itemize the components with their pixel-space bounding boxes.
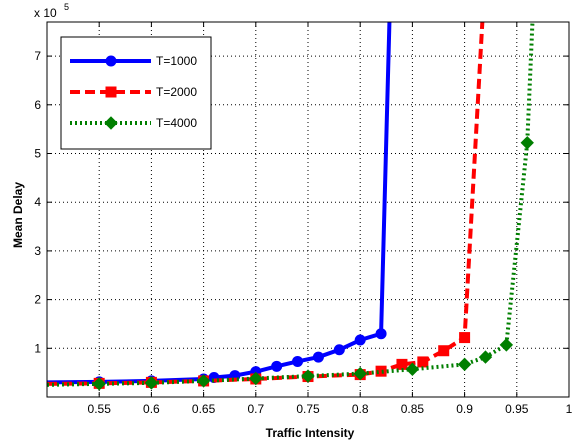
x-tick-label: 0.7 bbox=[247, 402, 264, 416]
data-point bbox=[333, 344, 345, 356]
y-multiplier-exponent: 5 bbox=[64, 2, 69, 12]
y-tick-label: 7 bbox=[34, 49, 41, 63]
y-tick-label: 1 bbox=[34, 341, 41, 355]
legend: T=1000 T=2000 T=4000 bbox=[60, 36, 212, 150]
x-tick-label: 0.75 bbox=[296, 402, 320, 416]
x-tick-label: 0.65 bbox=[192, 402, 216, 416]
y-multiplier-base: x 10 bbox=[34, 6, 57, 20]
data-point bbox=[499, 338, 514, 352]
legend-label: T=4000 bbox=[156, 116, 197, 130]
series-layer bbox=[47, 22, 535, 391]
data-point bbox=[292, 355, 304, 367]
data-point bbox=[196, 374, 211, 388]
data-point bbox=[271, 360, 283, 372]
data-point bbox=[375, 365, 387, 377]
data-point bbox=[417, 356, 429, 368]
legend-swatch-marker bbox=[105, 86, 117, 98]
x-tick-label: 0.8 bbox=[352, 402, 369, 416]
data-point bbox=[301, 369, 315, 383]
x-tick-label: 0.85 bbox=[401, 402, 425, 416]
legend-label: T=2000 bbox=[156, 85, 197, 99]
data-point bbox=[459, 332, 471, 344]
x-tick-label: 0.55 bbox=[88, 402, 112, 416]
x-axis-label: Traffic Intensity bbox=[266, 426, 355, 440]
x-tick-label: 0.9 bbox=[456, 402, 473, 416]
tick-layer: 0.55 0.6 0.65 0.7 0.75 0.8 0.85 0.9 0.95 1 1 2 3 4 5 6 7 bbox=[34, 22, 573, 416]
legend-item: T=2000 bbox=[70, 85, 197, 99]
data-point bbox=[312, 351, 324, 363]
series-T=4000 bbox=[47, 22, 535, 391]
y-tick-label: 6 bbox=[34, 98, 41, 112]
data-point bbox=[353, 366, 367, 381]
data-point bbox=[457, 357, 472, 372]
y-tick-label: 4 bbox=[34, 195, 41, 209]
x-tick-label: 0.95 bbox=[505, 402, 529, 416]
data-point bbox=[520, 136, 534, 150]
data-point bbox=[405, 362, 420, 376]
legend-swatch-marker bbox=[104, 116, 118, 130]
data-point bbox=[144, 376, 159, 390]
y-tick-label: 5 bbox=[34, 146, 41, 160]
data-point bbox=[478, 350, 493, 364]
data-point bbox=[354, 334, 366, 346]
data-point bbox=[438, 345, 450, 357]
legend-item: T=4000 bbox=[70, 116, 197, 130]
y-axis-label: Mean Delay bbox=[11, 182, 25, 248]
legend-swatch-marker bbox=[105, 55, 117, 67]
x-tick-label: 1 bbox=[566, 402, 573, 416]
x-tick-label: 0.6 bbox=[143, 402, 160, 416]
legend-item: T=1000 bbox=[70, 54, 197, 68]
y-tick-label: 2 bbox=[34, 293, 41, 307]
data-point bbox=[375, 328, 387, 340]
data-point bbox=[249, 371, 263, 386]
data-point bbox=[92, 377, 106, 391]
y-tick-label: 3 bbox=[34, 244, 41, 258]
legend-label: T=1000 bbox=[156, 54, 197, 68]
data-point bbox=[396, 358, 408, 370]
